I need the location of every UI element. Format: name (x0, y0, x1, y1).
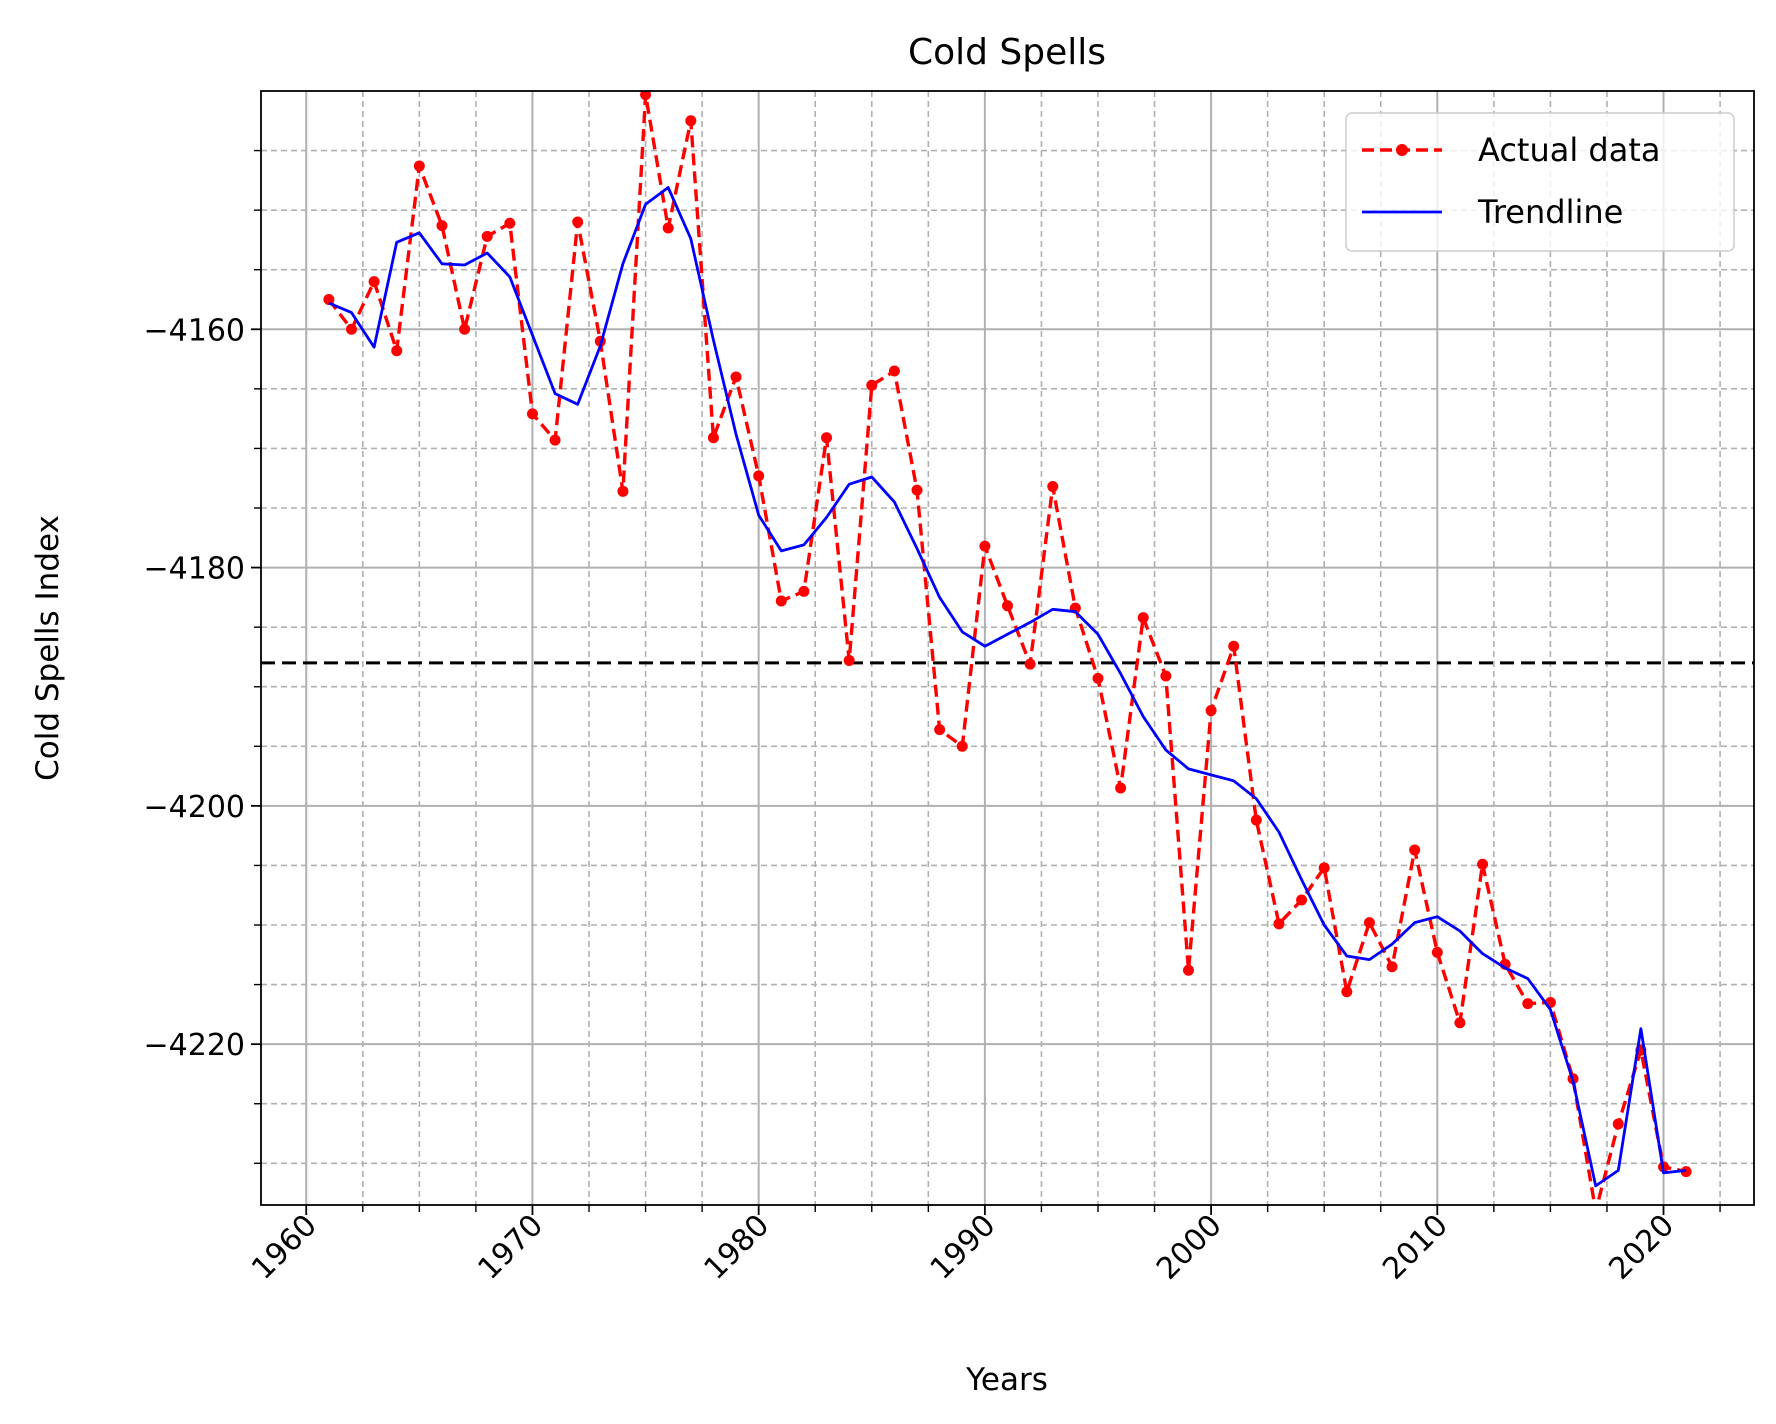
y-tick-label: −4200 (144, 790, 245, 825)
data-point-actual-data (1386, 961, 1398, 973)
data-point-actual-data (911, 484, 923, 496)
data-point-actual-data (1047, 481, 1059, 493)
data-point-actual-data (1182, 964, 1194, 976)
data-point-actual-data (1205, 705, 1217, 717)
chart-title: Cold Spells (908, 32, 1106, 73)
legend-marker-actual-data (1396, 144, 1408, 156)
data-point-actual-data (1273, 918, 1285, 930)
data-point-actual-data (1160, 670, 1172, 682)
data-point-actual-data (753, 470, 765, 482)
data-point-actual-data (526, 408, 538, 420)
legend-box (1345, 112, 1735, 252)
series-group (323, 91, 1692, 1205)
legend-label-actual-data: Actual data (1478, 131, 1661, 169)
data-point-actual-data (843, 655, 855, 667)
data-point-actual-data (413, 160, 425, 172)
data-point-actual-data (798, 585, 810, 597)
data-point-actual-data (730, 371, 742, 383)
data-point-actual-data (1092, 672, 1104, 684)
data-point-actual-data (775, 595, 787, 607)
data-point-actual-data (436, 220, 448, 232)
data-point-actual-data (685, 115, 697, 127)
data-point-actual-data (368, 276, 380, 288)
data-point-actual-data (662, 222, 674, 234)
legend: Actual data Trendline (1345, 112, 1735, 252)
data-point-actual-data (345, 323, 357, 335)
x-axis-label: Years (965, 1362, 1048, 1398)
data-point-actual-data (1318, 862, 1330, 874)
data-point-actual-data (1137, 612, 1149, 624)
y-axis: −4160 −4180 −4200 −4220 (144, 149, 261, 1164)
data-point-actual-data (866, 379, 878, 391)
plot-frame (260, 90, 1755, 1206)
data-point-actual-data (1228, 640, 1240, 652)
y-tick-label: −4220 (144, 1028, 245, 1063)
data-point-actual-data (391, 345, 403, 357)
data-point-actual-data (821, 432, 833, 444)
data-point-actual-data (459, 323, 471, 335)
y-tick-label: −4160 (144, 313, 245, 348)
data-point-actual-data (481, 230, 493, 242)
data-point-actual-data (1431, 946, 1443, 958)
data-point-actual-data (1002, 600, 1013, 612)
data-point-actual-data (1522, 998, 1534, 1010)
data-point-actual-data (1454, 1017, 1466, 1029)
data-point-actual-data (979, 540, 991, 552)
series-line-trendline (328, 186, 1687, 1188)
data-point-actual-data (1612, 1118, 1624, 1130)
data-point-actual-data (640, 91, 652, 101)
data-point-actual-data (1024, 658, 1036, 670)
major-grid (261, 91, 1754, 1205)
data-point-actual-data (323, 294, 335, 306)
data-point-actual-data (707, 432, 719, 444)
data-point-actual-data (1409, 844, 1421, 856)
data-point-actual-data (1296, 894, 1308, 906)
data-point-actual-data (1363, 917, 1375, 929)
data-point-actual-data (504, 217, 516, 229)
y-axis-label: Cold Spells Index (30, 515, 66, 781)
data-point-actual-data (1250, 814, 1262, 826)
data-point-actual-data (888, 365, 900, 377)
data-point-actual-data (1115, 782, 1127, 794)
y-tick-label: −4180 (144, 552, 245, 587)
data-point-actual-data (1477, 858, 1489, 870)
data-point-actual-data (1341, 986, 1353, 998)
data-point-actual-data (549, 434, 561, 446)
legend-label-trendline: Trendline (1477, 193, 1623, 231)
data-point-actual-data (572, 216, 584, 228)
data-point-actual-data (617, 485, 629, 497)
data-point-actual-data (934, 724, 946, 736)
data-point-actual-data (956, 740, 968, 752)
